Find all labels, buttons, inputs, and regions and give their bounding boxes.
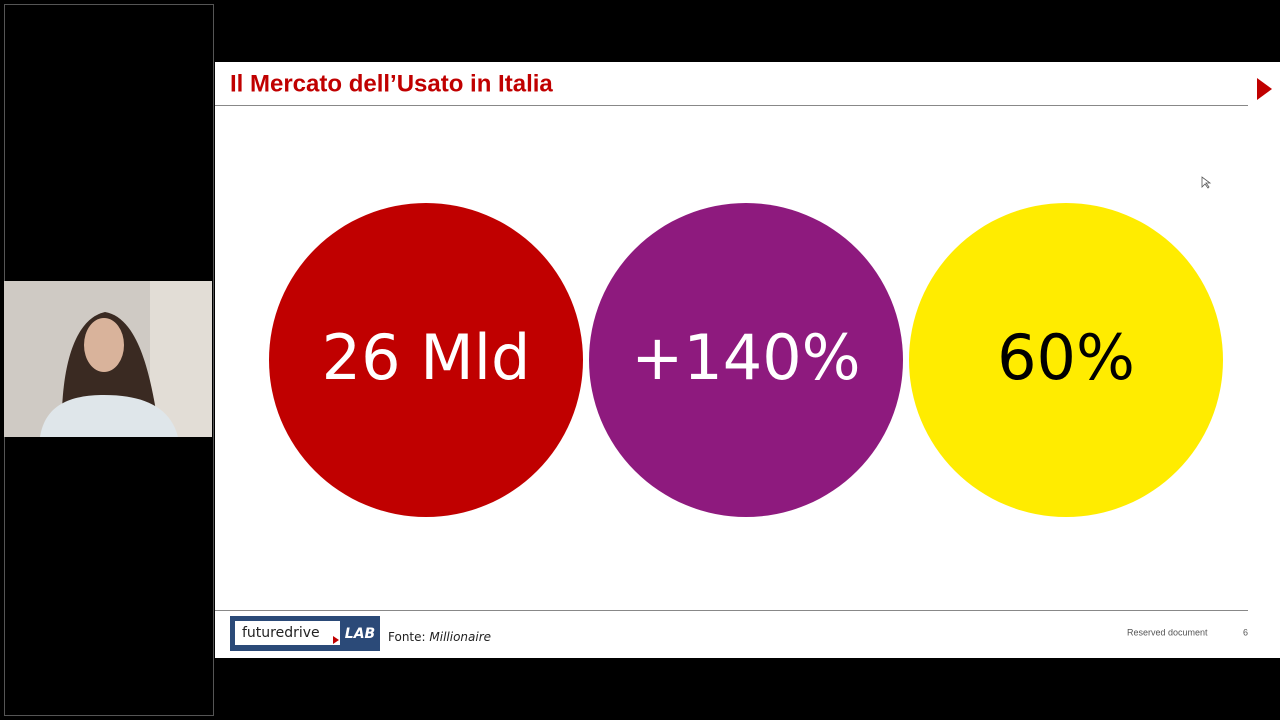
webcam-shirt [40,395,178,437]
stat-circle [589,203,903,517]
webcam-face [84,318,124,372]
logo-lab: LAB [345,626,375,642]
stat-circle [909,203,1223,517]
notice: Reserved document [1127,627,1208,637]
webcam-video[interactable] [4,281,212,437]
stat-circle [269,203,583,517]
mouse-cursor [1201,176,1212,189]
source-label: Fonte: [388,630,426,644]
source-name: Millionaire [429,630,491,644]
page-number: 6 [1243,627,1248,637]
logo: futuredrive LAB [230,616,380,651]
stat-label: 26 Mld [322,321,531,394]
source: Fonte: Millionaire [388,630,491,644]
stat-label: 60% [997,321,1135,394]
logo-arrow [333,636,339,644]
next-arrow[interactable] [1257,78,1272,100]
logo-inner [235,621,340,645]
logo-name: futuredrive [242,625,320,641]
slide-title: Il Mercato dell’Usato in Italia [230,70,553,97]
stat-label: +140% [631,321,860,394]
